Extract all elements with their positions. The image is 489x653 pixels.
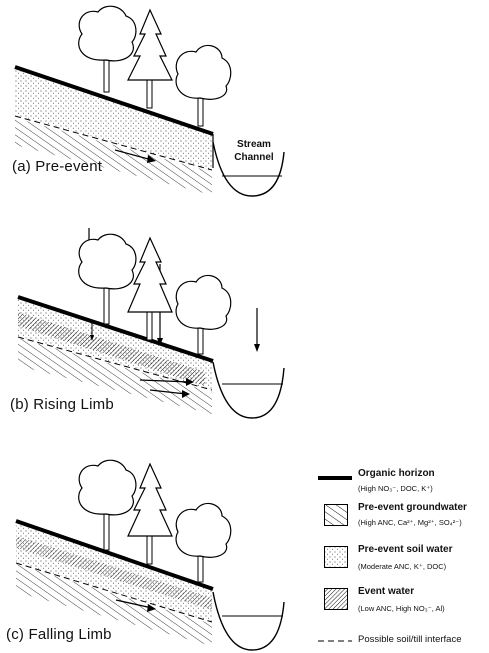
stream-label-line2: Channel bbox=[234, 152, 274, 163]
soil-water-swatch bbox=[324, 546, 348, 568]
legend-title: Organic horizon bbox=[358, 468, 435, 479]
legend-title: Pre-event groundwater bbox=[358, 502, 467, 513]
event-water-zone bbox=[16, 536, 212, 610]
deciduous-tree-icon bbox=[175, 274, 232, 355]
soil-water-zone bbox=[15, 68, 212, 170]
event-water-swatch bbox=[324, 588, 348, 610]
stream-label-line1: Stream bbox=[237, 139, 271, 150]
panel-label-rising-limb: (b) Rising Limb bbox=[10, 396, 114, 413]
hillslope-diagram-falling-limb bbox=[15, 459, 285, 651]
soil-till-interface-swatch bbox=[318, 640, 352, 642]
groundwater-zone bbox=[16, 564, 212, 646]
flow-arrow bbox=[115, 599, 153, 609]
deciduous-tree-icon bbox=[175, 502, 232, 583]
legend-subtitle: (High NO₃⁻, DOC, K⁺) bbox=[358, 484, 433, 493]
groundwater-zone bbox=[18, 338, 212, 414]
panel-label-falling-limb: (c) Falling Limb bbox=[6, 626, 112, 643]
soil-till-interface bbox=[17, 336, 213, 391]
hillslope-diagram-rising-limb bbox=[17, 228, 285, 419]
stream-channel bbox=[212, 591, 285, 651]
panel-rising-limb: (b) Rising Limb bbox=[0, 222, 489, 422]
stream-channel bbox=[212, 361, 285, 419]
conifer-tree-icon bbox=[127, 462, 173, 565]
groundwater-swatch bbox=[324, 504, 348, 526]
legend-title: Possible soil/till interface bbox=[358, 634, 462, 645]
panel-label-pre-event: (a) Pre-event bbox=[12, 158, 103, 175]
organic-horizon-swatch bbox=[318, 476, 352, 480]
panel-falling-limb: (c) Falling Limb bbox=[0, 450, 489, 653]
stream-channel-label: Stream Channel bbox=[226, 138, 282, 164]
flow-arrow bbox=[139, 379, 191, 383]
stream-channel bbox=[212, 141, 285, 197]
event-water-zone bbox=[18, 312, 205, 386]
panel-pre-event: Stream Channel (a) Pre-event bbox=[0, 0, 489, 200]
groundwater-zone bbox=[15, 118, 212, 195]
flow-arrow bbox=[114, 149, 153, 161]
organic-horizon bbox=[17, 295, 214, 363]
legend-subtitle: (Low ANC, High NO₃⁻, Al) bbox=[358, 604, 445, 613]
organic-horizon bbox=[14, 65, 214, 136]
soil-till-interface bbox=[14, 115, 213, 171]
legend-subtitle: (High ANC, Ca²⁺, Mg²⁺, SO₄²⁻) bbox=[358, 518, 462, 527]
legend-title: Pre-event soil water bbox=[358, 544, 453, 555]
flow-arrow bbox=[149, 389, 187, 395]
deciduous-tree-icon bbox=[78, 233, 137, 325]
organic-horizon bbox=[15, 519, 214, 591]
deciduous-tree-icon bbox=[78, 459, 137, 551]
legend-subtitle: (Moderate ANC, K⁺, DOC) bbox=[358, 562, 447, 571]
deciduous-tree-icon bbox=[78, 5, 137, 93]
deciduous-tree-icon bbox=[175, 44, 232, 127]
soil-till-interface bbox=[15, 562, 213, 623]
conifer-tree-icon bbox=[127, 8, 173, 109]
legend-title: Event water bbox=[358, 586, 415, 597]
hillslope-diagram-pre-event bbox=[14, 5, 285, 197]
conifer-tree-icon bbox=[127, 236, 173, 341]
